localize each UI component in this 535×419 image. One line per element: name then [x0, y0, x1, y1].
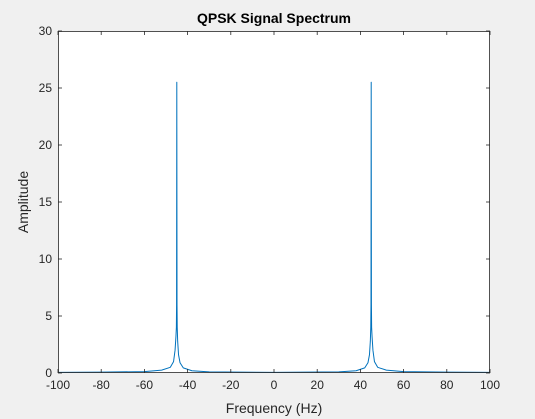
- x-tick-label: -80: [93, 378, 111, 392]
- x-tick-label: -60: [136, 378, 154, 392]
- x-tick-label: 0: [271, 378, 278, 392]
- y-axis-label: Amplitude: [15, 171, 31, 233]
- x-tick-label: 20: [311, 378, 325, 392]
- x-tick-label: 80: [440, 378, 454, 392]
- y-tick-label: 15: [39, 195, 53, 209]
- y-tick-label: 25: [39, 81, 53, 95]
- y-tick-label: 0: [45, 366, 52, 380]
- y-tick-label: 5: [45, 309, 52, 323]
- x-axis-label: Frequency (Hz): [226, 400, 322, 416]
- x-tick-label: -20: [222, 378, 240, 392]
- y-tick-label: 30: [39, 24, 53, 38]
- x-tick-label: 60: [397, 378, 411, 392]
- y-tick-label: 20: [39, 138, 53, 152]
- y-tick-label: 10: [39, 252, 53, 266]
- x-tick-label: 40: [354, 378, 368, 392]
- x-tick-label: 100: [480, 378, 500, 392]
- x-tick-label: -40: [179, 378, 197, 392]
- x-tick-label: -100: [46, 378, 70, 392]
- plot-area: [58, 31, 490, 373]
- chart-title: QPSK Signal Spectrum: [197, 10, 351, 26]
